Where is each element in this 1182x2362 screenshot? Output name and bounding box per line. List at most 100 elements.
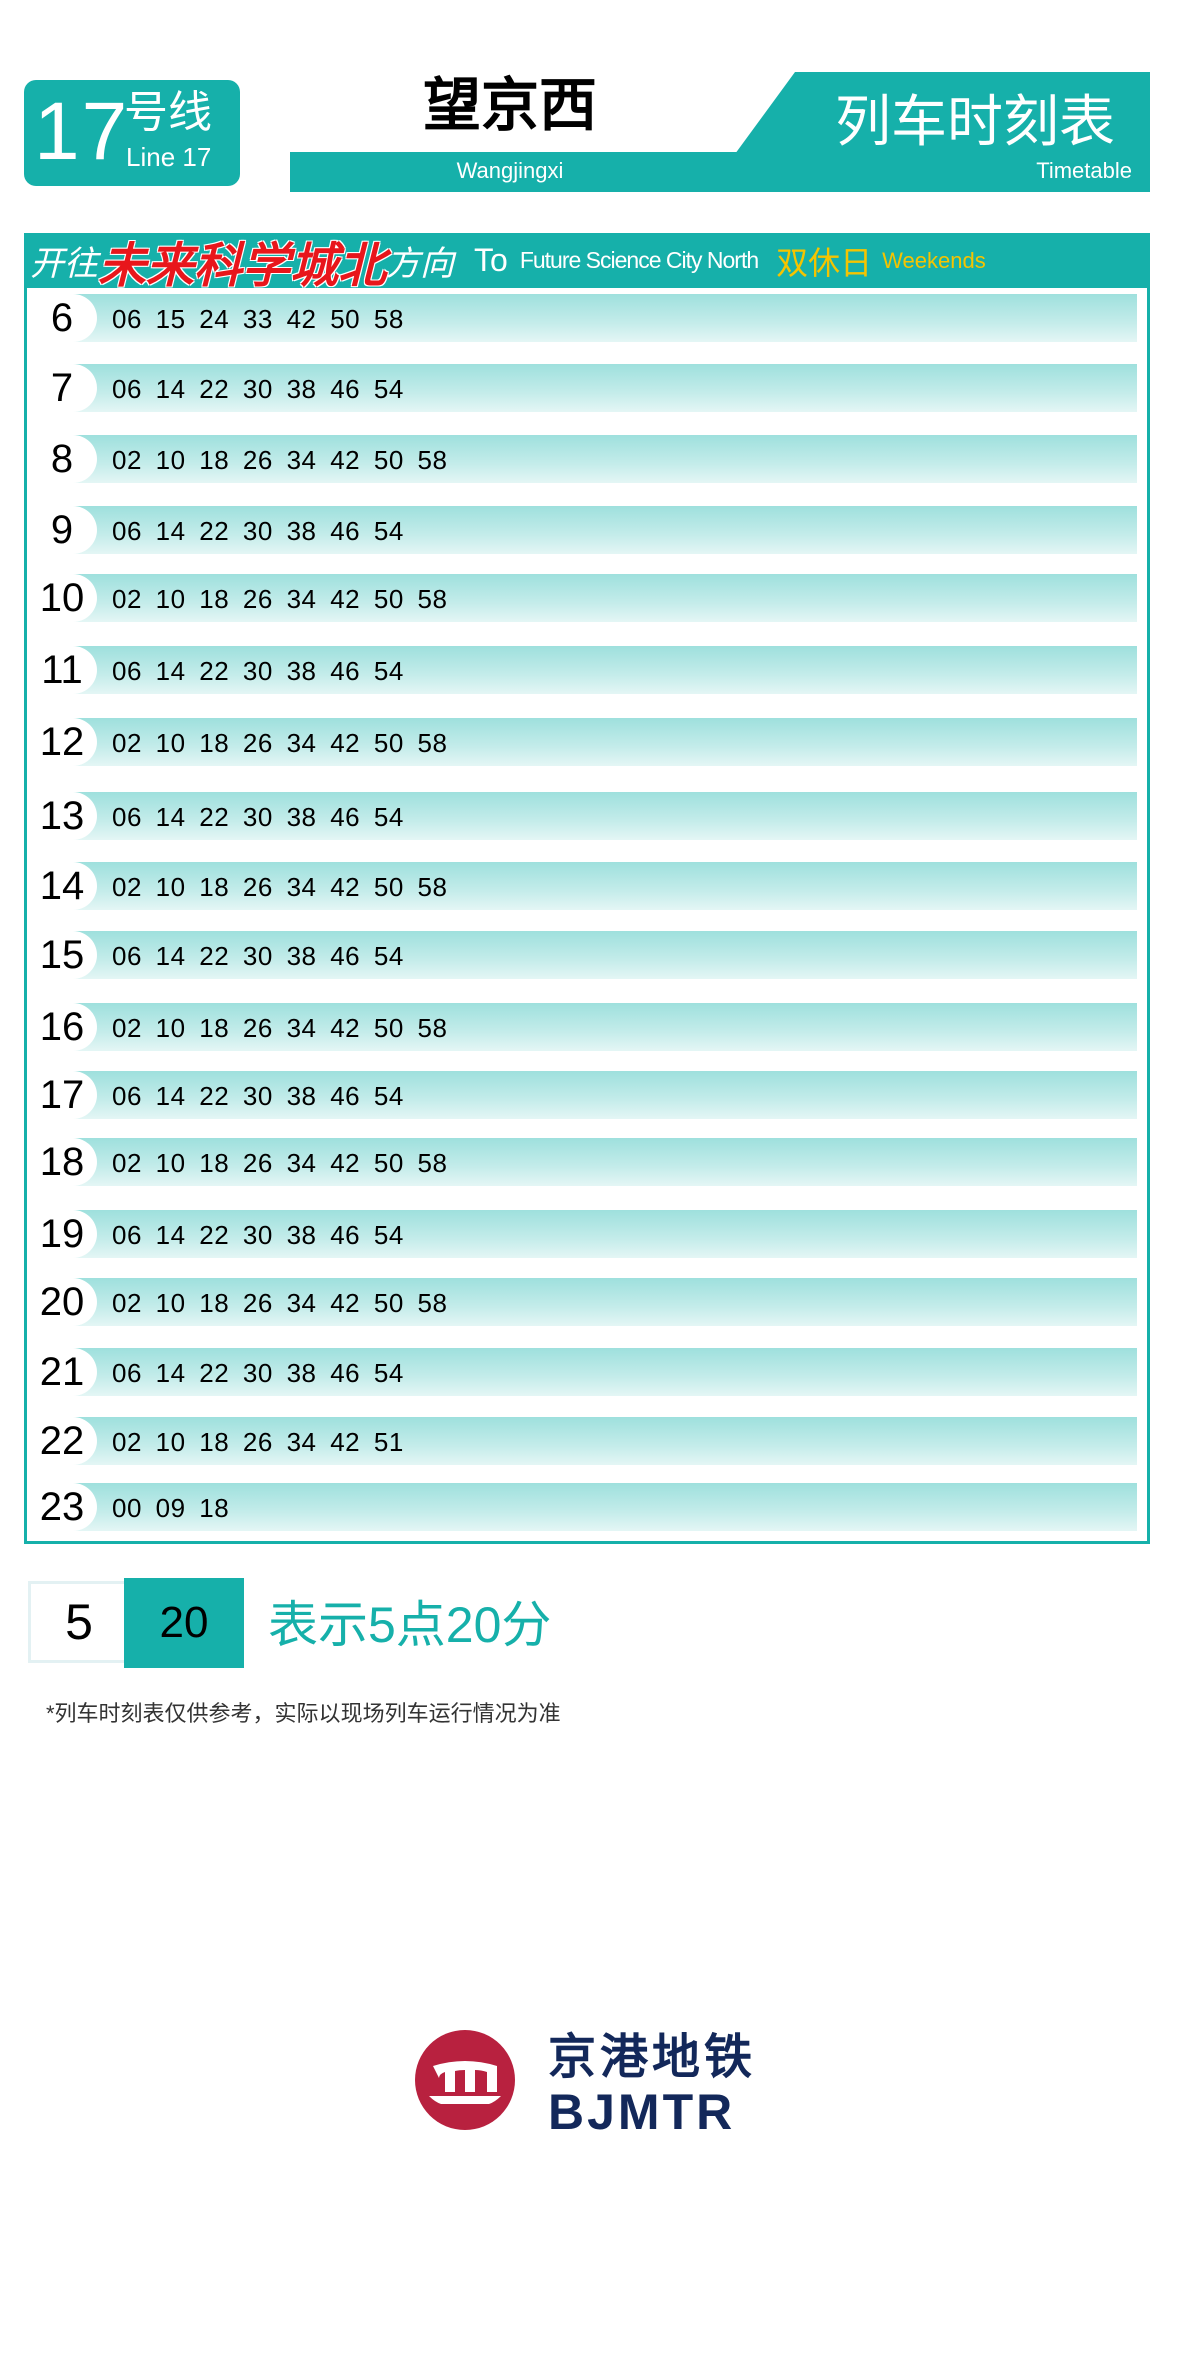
destination-en: Future Science City North [519,247,759,273]
timetable-row: 23 00 09 18 [27,1483,1137,1531]
row-bar [72,506,1137,554]
timetable-frame [24,233,1150,1544]
row-hour: 15 [39,933,85,977]
bjmtr-logo-icon [415,2030,515,2130]
hour-bump [27,1483,97,1531]
timetable-row: 10 02 10 18 26 34 42 50 58 [27,574,1137,622]
title-panel [735,72,1150,154]
row-minutes: 02 10 18 26 34 42 50 58 [112,1148,448,1178]
row-minutes: 06 14 22 30 38 46 54 [112,516,404,546]
row-minutes: 06 14 22 30 38 46 54 [112,656,404,686]
row-hour: 13 [39,794,85,838]
row-hour: 7 [50,366,74,410]
row-hour: 9 [50,508,74,552]
timetable-row: 21 06 14 22 30 38 46 54 [27,1348,1137,1396]
direction-header: 开往 未来科学城北 方向 To Future Science City Nort… [24,233,1150,293]
row-minutes: 06 14 22 30 38 46 54 [112,1081,404,1111]
timetable-row: 15 06 14 22 30 38 46 54 [27,931,1137,979]
legend-minute: 20 [124,1578,244,1668]
row-bar [72,1210,1137,1258]
station-name-en: Wangjingxi [456,158,564,183]
page-title-en: Timetable [1036,158,1132,183]
row-hour: 19 [39,1212,85,1256]
row-minutes: 02 10 18 26 34 42 50 58 [112,1013,448,1043]
hour-bump [27,1417,97,1465]
row-bar [72,1278,1137,1326]
timetable-row: 12 02 10 18 26 34 42 50 58 [27,718,1137,766]
hour-bump [27,862,97,910]
row-minutes: 02 10 18 26 34 42 51 [112,1427,404,1457]
destination: 未来科学城北 [98,239,387,293]
direction-to: To [474,242,508,278]
row-minutes: 06 14 22 30 38 46 54 [112,941,404,971]
row-hour: 16 [39,1005,85,1049]
timetable-row: 8 02 10 18 26 34 42 50 58 [27,435,1137,483]
logo-text-en: BJMTR [548,2084,736,2140]
timetable-row: 7 06 14 22 30 38 46 54 [27,364,1137,412]
row-hour: 17 [39,1073,85,1117]
row-hour: 6 [50,296,74,340]
row-bar [72,718,1137,766]
legend-hour: 5 [28,1581,130,1663]
row-hour: 12 [39,720,85,764]
timetable-row: 9 06 14 22 30 38 46 54 [27,506,1137,554]
row-bar [72,1348,1137,1396]
line-label-en: Line 17 [126,142,212,172]
hour-bump [27,646,97,694]
logo-text-zh: 京港地铁 [548,2031,757,2084]
row-minutes: 06 14 22 30 38 46 54 [112,374,404,404]
hour-bump [27,1003,97,1051]
page-title: 列车时刻表 [835,90,1115,153]
row-minutes: 06 14 22 30 38 46 54 [112,1220,404,1250]
row-minutes: 06 14 22 30 38 46 54 [112,1358,404,1388]
timetable-row: 13 06 14 22 30 38 46 54 [27,792,1137,840]
row-minutes: 06 14 22 30 38 46 54 [112,802,404,832]
line-number: 17 [34,86,130,177]
hour-bump [27,506,97,554]
line-badge: 17 号线 Line 17 [24,80,240,186]
hour-bump [27,574,97,622]
hour-bump [27,435,97,483]
hour-bump [27,1278,97,1326]
row-minutes: 02 10 18 26 34 42 50 58 [112,872,448,902]
day-type-en: Weekends [882,247,986,273]
hour-bump [27,1348,97,1396]
timetable-row: 19 06 14 22 30 38 46 54 [27,1210,1137,1258]
row-bar [72,931,1137,979]
row-hour: 11 [41,648,83,692]
row-bar [72,435,1137,483]
timetable-row: 20 02 10 18 26 34 42 50 58 [27,1278,1137,1326]
row-bar [72,1483,1137,1531]
row-minutes: 06 15 24 33 42 50 58 [112,304,404,334]
row-hour: 20 [39,1280,85,1324]
hour-bump [27,1071,97,1119]
legend-explanation: 表示5点20分 [268,1597,552,1653]
row-bar [72,574,1137,622]
day-type: 双休日 [776,244,873,281]
row-bar [72,1417,1137,1465]
timetable-row: 16 02 10 18 26 34 42 50 58 [27,1003,1137,1051]
timetable-row: 22 02 10 18 26 34 42 51 [27,1417,1137,1465]
timetable-row: 11 06 14 22 30 38 46 54 [27,646,1137,694]
row-bar [72,646,1137,694]
row-hour: 21 [39,1350,85,1394]
row-hour: 8 [50,437,74,481]
disclaimer-note: *列车时刻表仅供参考，实际以现场列车运行情况为准 [46,1701,561,1726]
direction-prefix: 开往 [30,245,98,283]
hour-bump [27,1210,97,1258]
row-hour: 14 [39,864,85,908]
hour-bump [27,1138,97,1186]
title-band [290,152,1150,192]
row-bar [72,792,1137,840]
row-minutes: 02 10 18 26 34 42 50 58 [112,584,448,614]
row-minutes: 00 09 18 [112,1493,230,1523]
timetable-row: 18 02 10 18 26 34 42 50 58 [27,1138,1137,1186]
timetable-row: 17 06 14 22 30 38 46 54 [27,1071,1137,1119]
row-minutes: 02 10 18 26 34 42 50 58 [112,728,448,758]
row-bar [72,862,1137,910]
row-minutes: 02 10 18 26 34 42 50 58 [112,445,448,475]
row-hour: 10 [39,576,85,620]
row-minutes: 02 10 18 26 34 42 50 58 [112,1288,448,1318]
row-hour: 23 [39,1485,85,1529]
hour-bump [27,931,97,979]
